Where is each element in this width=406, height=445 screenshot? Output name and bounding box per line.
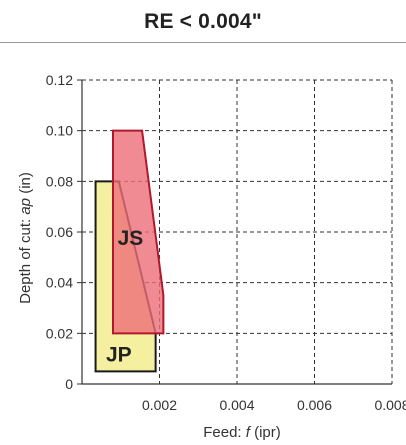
region-label-js: JS — [118, 227, 144, 250]
y-tick-label: 0.12 — [46, 72, 73, 88]
y-axis-label-var: ap — [17, 198, 34, 215]
regions — [94, 129, 165, 373]
axes — [77, 79, 392, 385]
x-axis-label-var: f — [246, 424, 252, 441]
x-axis-label-main: Feed: — [203, 424, 246, 441]
y-tick-label: 0.06 — [46, 224, 73, 240]
y-tick-labels: 0 0.02 0.04 0.06 0.08 0.10 0.12 — [46, 72, 73, 392]
region-label-jp: JP — [106, 344, 132, 367]
x-tick-label: 0.008 — [374, 397, 406, 413]
x-axis-label: Feed: f (ipr) — [203, 424, 281, 441]
region-js — [112, 129, 165, 335]
x-tick-labels: 0.002 0.004 0.006 0.008 — [142, 397, 406, 413]
title-divider — [0, 42, 406, 43]
x-tick-label: 0.006 — [297, 397, 332, 413]
y-tick-label: 0.02 — [46, 325, 73, 341]
y-axis-label-main: Depth of cut: — [17, 215, 34, 304]
x-tick-label: 0.002 — [142, 397, 177, 413]
y-axis-label: Depth of cut: ap (in) — [17, 172, 34, 304]
y-tick-label: 0.04 — [46, 275, 73, 291]
x-axis-label-unit: (ipr) — [250, 424, 281, 441]
chart-title: RE < 0.004" — [144, 10, 262, 33]
x-tick-label: 0.004 — [219, 397, 254, 413]
y-tick-label: 0.08 — [46, 173, 73, 189]
y-tick-label: 0 — [65, 376, 73, 392]
y-tick-label: 0.10 — [46, 123, 73, 139]
y-axis-label-unit: (in) — [17, 172, 34, 198]
region-labels: JS JP — [106, 227, 143, 367]
